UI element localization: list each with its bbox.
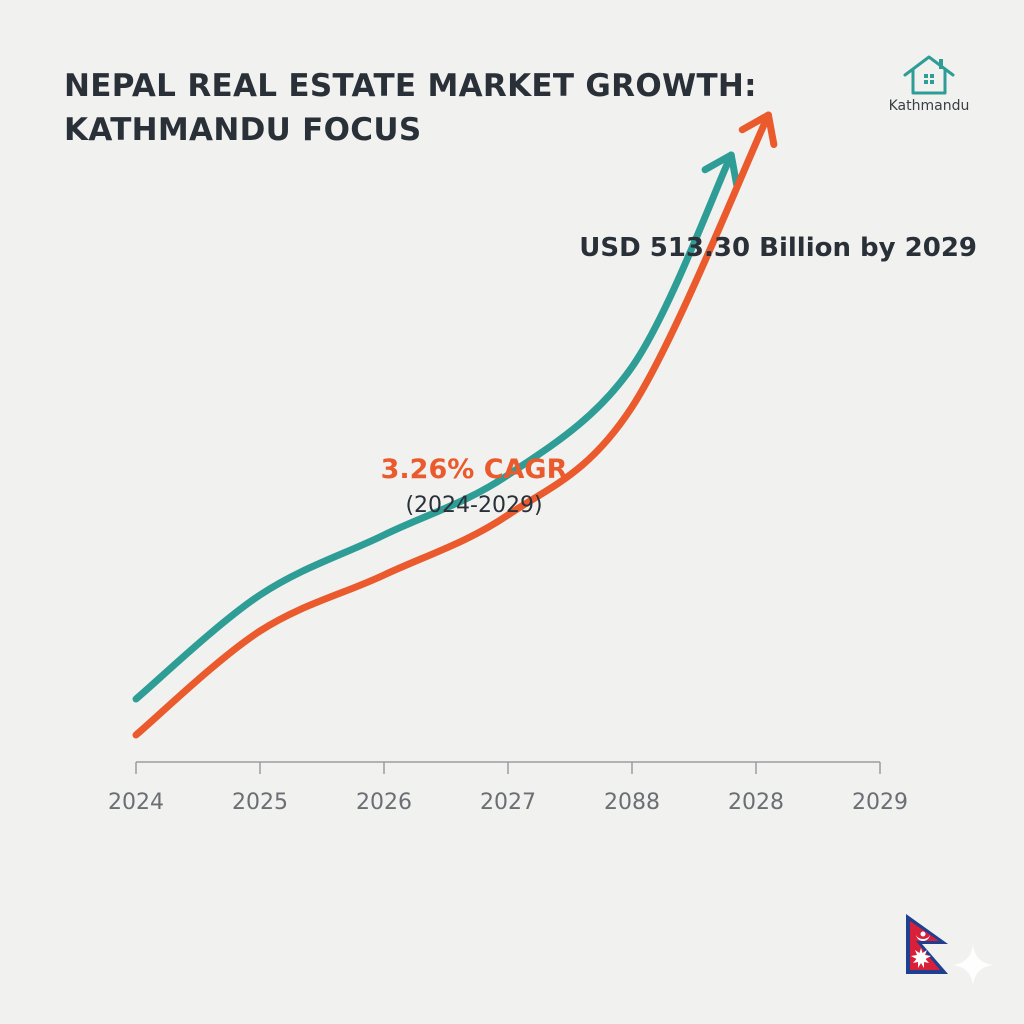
nepal-flag-icon xyxy=(906,914,948,974)
series-line-1 xyxy=(132,151,735,703)
series-arrowhead-2 xyxy=(738,111,778,148)
cagr-period-label: (2024-2029) xyxy=(405,493,542,518)
house-icon xyxy=(903,55,955,95)
x-tick-label: 2029 xyxy=(852,790,908,815)
x-tick-label: 2028 xyxy=(728,790,784,815)
page-title: NEPAL REAL ESTATE MARKET GROWTH: KATHMAN… xyxy=(64,64,824,152)
target-label: USD 513.30 Billion by 2029 xyxy=(579,233,977,263)
x-tick-label: 2024 xyxy=(108,790,164,815)
cagr-label: 3.26% CAGR xyxy=(381,454,568,485)
title-line-2: KATHMANDU FOCUS xyxy=(64,112,422,148)
series-arrowhead-1 xyxy=(701,151,741,189)
brand-label: Kathmandu xyxy=(888,98,970,114)
x-tick-label: 2088 xyxy=(604,790,660,815)
title-line-1: NEPAL REAL ESTATE MARKET GROWTH: xyxy=(64,68,757,104)
x-tick-label: 2025 xyxy=(232,790,288,815)
x-tick-label: 2027 xyxy=(480,790,536,815)
series-line-2 xyxy=(132,111,772,739)
brand-badge: Kathmandu xyxy=(874,50,984,120)
sparkle-icon xyxy=(952,944,994,986)
x-tick-label: 2026 xyxy=(356,790,412,815)
